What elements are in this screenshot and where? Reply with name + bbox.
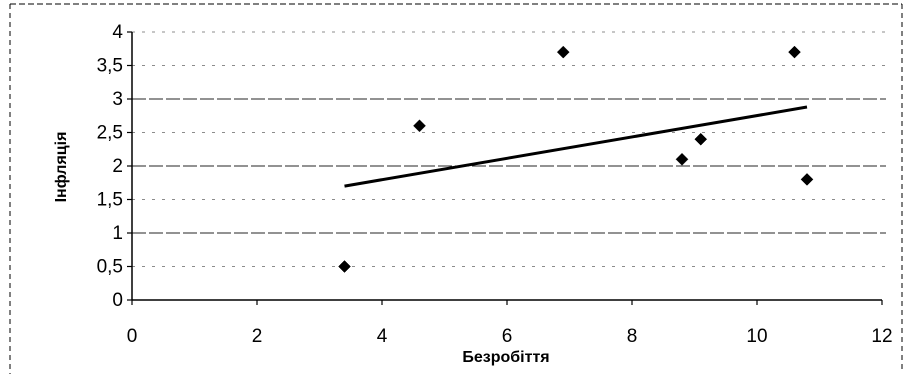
- x-tick-label: 6: [502, 326, 513, 347]
- y-tick-label: 2: [112, 156, 123, 177]
- data-points: [338, 45, 814, 273]
- data-point: [788, 45, 801, 59]
- x-tick-label: 0: [127, 326, 138, 347]
- y-tick-label: 2,5: [97, 123, 123, 144]
- y-tick-label: 3: [112, 89, 123, 110]
- y-tick-label: 1: [112, 223, 123, 244]
- x-axis-title: Безробіття: [462, 349, 549, 366]
- x-tick-label: 2: [252, 326, 263, 347]
- y-tick-labels: 0 0,5 1 1,5 2 2,5 3 3,5 4: [97, 22, 124, 311]
- x-tick-label: 4: [377, 326, 388, 347]
- y-tick-label: 1,5: [97, 190, 123, 211]
- y-tick-label: 3,5: [97, 56, 123, 77]
- trendline: [344, 105, 808, 188]
- x-tick-label: 12: [871, 326, 892, 347]
- x-tick-labels: 0 2 4 6 8 10 12: [127, 326, 893, 347]
- x-tick-label: 8: [627, 326, 638, 347]
- y-tick-label: 0: [112, 290, 123, 311]
- trendline-layer: [344, 105, 808, 188]
- data-point: [800, 173, 814, 186]
- x-tick-label: 10: [746, 326, 767, 347]
- gridlines: [132, 31, 886, 267]
- data-point: [556, 45, 570, 59]
- data-point: [694, 132, 708, 146]
- y-tick-label: 0,5: [97, 257, 123, 278]
- data-point: [413, 119, 426, 133]
- axes: [127, 31, 883, 305]
- data-point: [338, 260, 351, 273]
- data-point: [675, 152, 689, 166]
- y-tick-label: 4: [112, 22, 123, 43]
- y-axis-title: Інфляція: [53, 132, 70, 203]
